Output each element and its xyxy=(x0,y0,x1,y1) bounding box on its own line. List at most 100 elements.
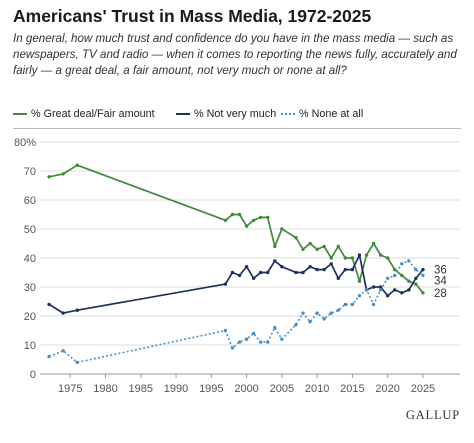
legend-label-not-very-much: % Not very much xyxy=(194,108,277,120)
end-label-not-very-much: 36 xyxy=(434,265,447,277)
x-tick-label: 2010 xyxy=(305,383,329,395)
data-point-not-very-much xyxy=(385,294,390,298)
data-point-none-at-all xyxy=(315,311,319,315)
legend-divider xyxy=(13,128,461,129)
data-point-great-deal xyxy=(421,291,425,295)
legend-label-none-at-all: % None at all xyxy=(299,108,364,120)
data-point-not-very-much xyxy=(322,267,326,272)
data-point-not-very-much xyxy=(378,285,383,289)
data-point-none-at-all xyxy=(336,308,340,312)
data-point-none-at-all xyxy=(407,259,411,263)
x-tick-label: 1995 xyxy=(199,383,223,395)
y-tick-label: 60 xyxy=(24,195,36,207)
data-point-none-at-all xyxy=(329,311,333,315)
data-point-great-deal xyxy=(315,247,319,251)
data-point-great-deal xyxy=(280,227,284,231)
data-point-not-very-much xyxy=(421,267,425,272)
legend-item-not-very-much: % Not very much xyxy=(176,108,276,120)
data-point-none-at-all xyxy=(258,340,263,344)
data-point-none-at-all xyxy=(371,302,376,307)
data-point-none-at-all xyxy=(47,354,51,359)
data-point-great-deal xyxy=(343,256,348,260)
legend-item-none-at-all: % None at all xyxy=(281,108,363,120)
x-tick-label: 2005 xyxy=(270,383,294,395)
gallup-logo: GALLUP xyxy=(405,408,460,422)
y-tick-label: 40 xyxy=(24,253,36,265)
chart-title: Americans' Trust in Mass Media, 1972-202… xyxy=(13,6,372,26)
data-point-none-at-all xyxy=(393,273,397,278)
data-point-not-very-much xyxy=(273,259,277,263)
data-point-great-deal xyxy=(357,279,362,283)
data-point-none-at-all xyxy=(364,288,369,292)
data-point-great-deal xyxy=(61,172,65,176)
data-point-great-deal xyxy=(266,215,270,220)
data-point-great-deal xyxy=(393,267,397,272)
data-point-none-at-all xyxy=(75,360,79,365)
data-point-not-very-much xyxy=(329,262,333,266)
data-point-great-deal xyxy=(329,256,333,260)
data-point-great-deal xyxy=(308,241,312,246)
data-point-none-at-all xyxy=(378,288,383,292)
x-tick-label: 1985 xyxy=(129,383,153,395)
data-point-great-deal xyxy=(407,279,411,283)
data-point-not-very-much xyxy=(350,267,355,272)
data-point-not-very-much xyxy=(407,288,411,292)
x-tick-label: 1980 xyxy=(93,383,117,395)
data-point-not-very-much xyxy=(308,265,312,269)
data-point-none-at-all xyxy=(237,340,242,344)
chart-subtitle: In general, how much trust and confidenc… xyxy=(13,32,457,77)
series-line-none-at-all xyxy=(48,260,424,364)
data-point-none-at-all xyxy=(308,320,312,324)
data-point-none-at-all xyxy=(343,302,348,307)
data-point-great-deal xyxy=(322,244,326,249)
data-point-great-deal xyxy=(350,256,355,260)
data-point-great-deal xyxy=(400,273,404,278)
y-tick-label: 20 xyxy=(24,311,36,323)
data-point-none-at-all xyxy=(294,323,298,327)
legend-item-great-deal: % Great deal/Fair amount xyxy=(13,108,155,120)
data-point-great-deal xyxy=(294,236,298,240)
data-point-none-at-all xyxy=(385,276,390,280)
x-tick-label: 2025 xyxy=(411,383,435,395)
legend-label-great-deal: % Great deal/Fair amount xyxy=(31,108,155,120)
x-tick-label: 2000 xyxy=(234,383,258,395)
data-point-not-very-much xyxy=(315,267,319,272)
data-point-not-very-much xyxy=(280,265,284,269)
data-point-great-deal xyxy=(75,163,79,167)
data-point-none-at-all xyxy=(266,340,270,344)
data-point-great-deal xyxy=(336,244,340,249)
data-point-not-very-much xyxy=(266,270,270,275)
data-point-none-at-all xyxy=(61,349,65,353)
data-point-not-very-much xyxy=(75,308,79,312)
y-tick-label: 70 xyxy=(24,166,36,178)
end-label-none-at-all: 34 xyxy=(434,276,447,288)
data-point-none-at-all xyxy=(322,317,326,321)
data-point-great-deal xyxy=(237,212,242,217)
data-point-none-at-all xyxy=(301,311,305,315)
data-point-not-very-much xyxy=(47,302,51,307)
data-point-great-deal xyxy=(251,218,256,222)
y-tick-label: 30 xyxy=(24,282,36,294)
data-point-not-very-much xyxy=(336,276,340,280)
data-point-great-deal xyxy=(223,218,228,222)
data-point-great-deal xyxy=(385,256,390,260)
data-point-not-very-much xyxy=(237,273,242,278)
data-point-not-very-much xyxy=(251,276,256,280)
data-point-not-very-much xyxy=(223,282,228,286)
y-tick-label: 10 xyxy=(24,340,36,352)
data-point-none-at-all xyxy=(414,267,418,272)
data-point-great-deal xyxy=(273,244,277,249)
x-tick-label: 1990 xyxy=(164,383,188,395)
data-point-none-at-all xyxy=(421,273,425,278)
data-point-none-at-all xyxy=(230,346,235,350)
data-point-great-deal xyxy=(47,175,51,179)
data-point-not-very-much xyxy=(301,270,305,275)
data-point-none-at-all xyxy=(273,325,277,330)
chart-legend: % Great deal/Fair amount % Not very much… xyxy=(13,108,468,122)
data-point-not-very-much xyxy=(244,265,249,269)
data-point-great-deal xyxy=(414,282,418,286)
x-tick-label: 1975 xyxy=(58,383,82,395)
legend-swatch-great-deal xyxy=(13,113,27,115)
legend-swatch-not-very-much xyxy=(176,113,190,115)
